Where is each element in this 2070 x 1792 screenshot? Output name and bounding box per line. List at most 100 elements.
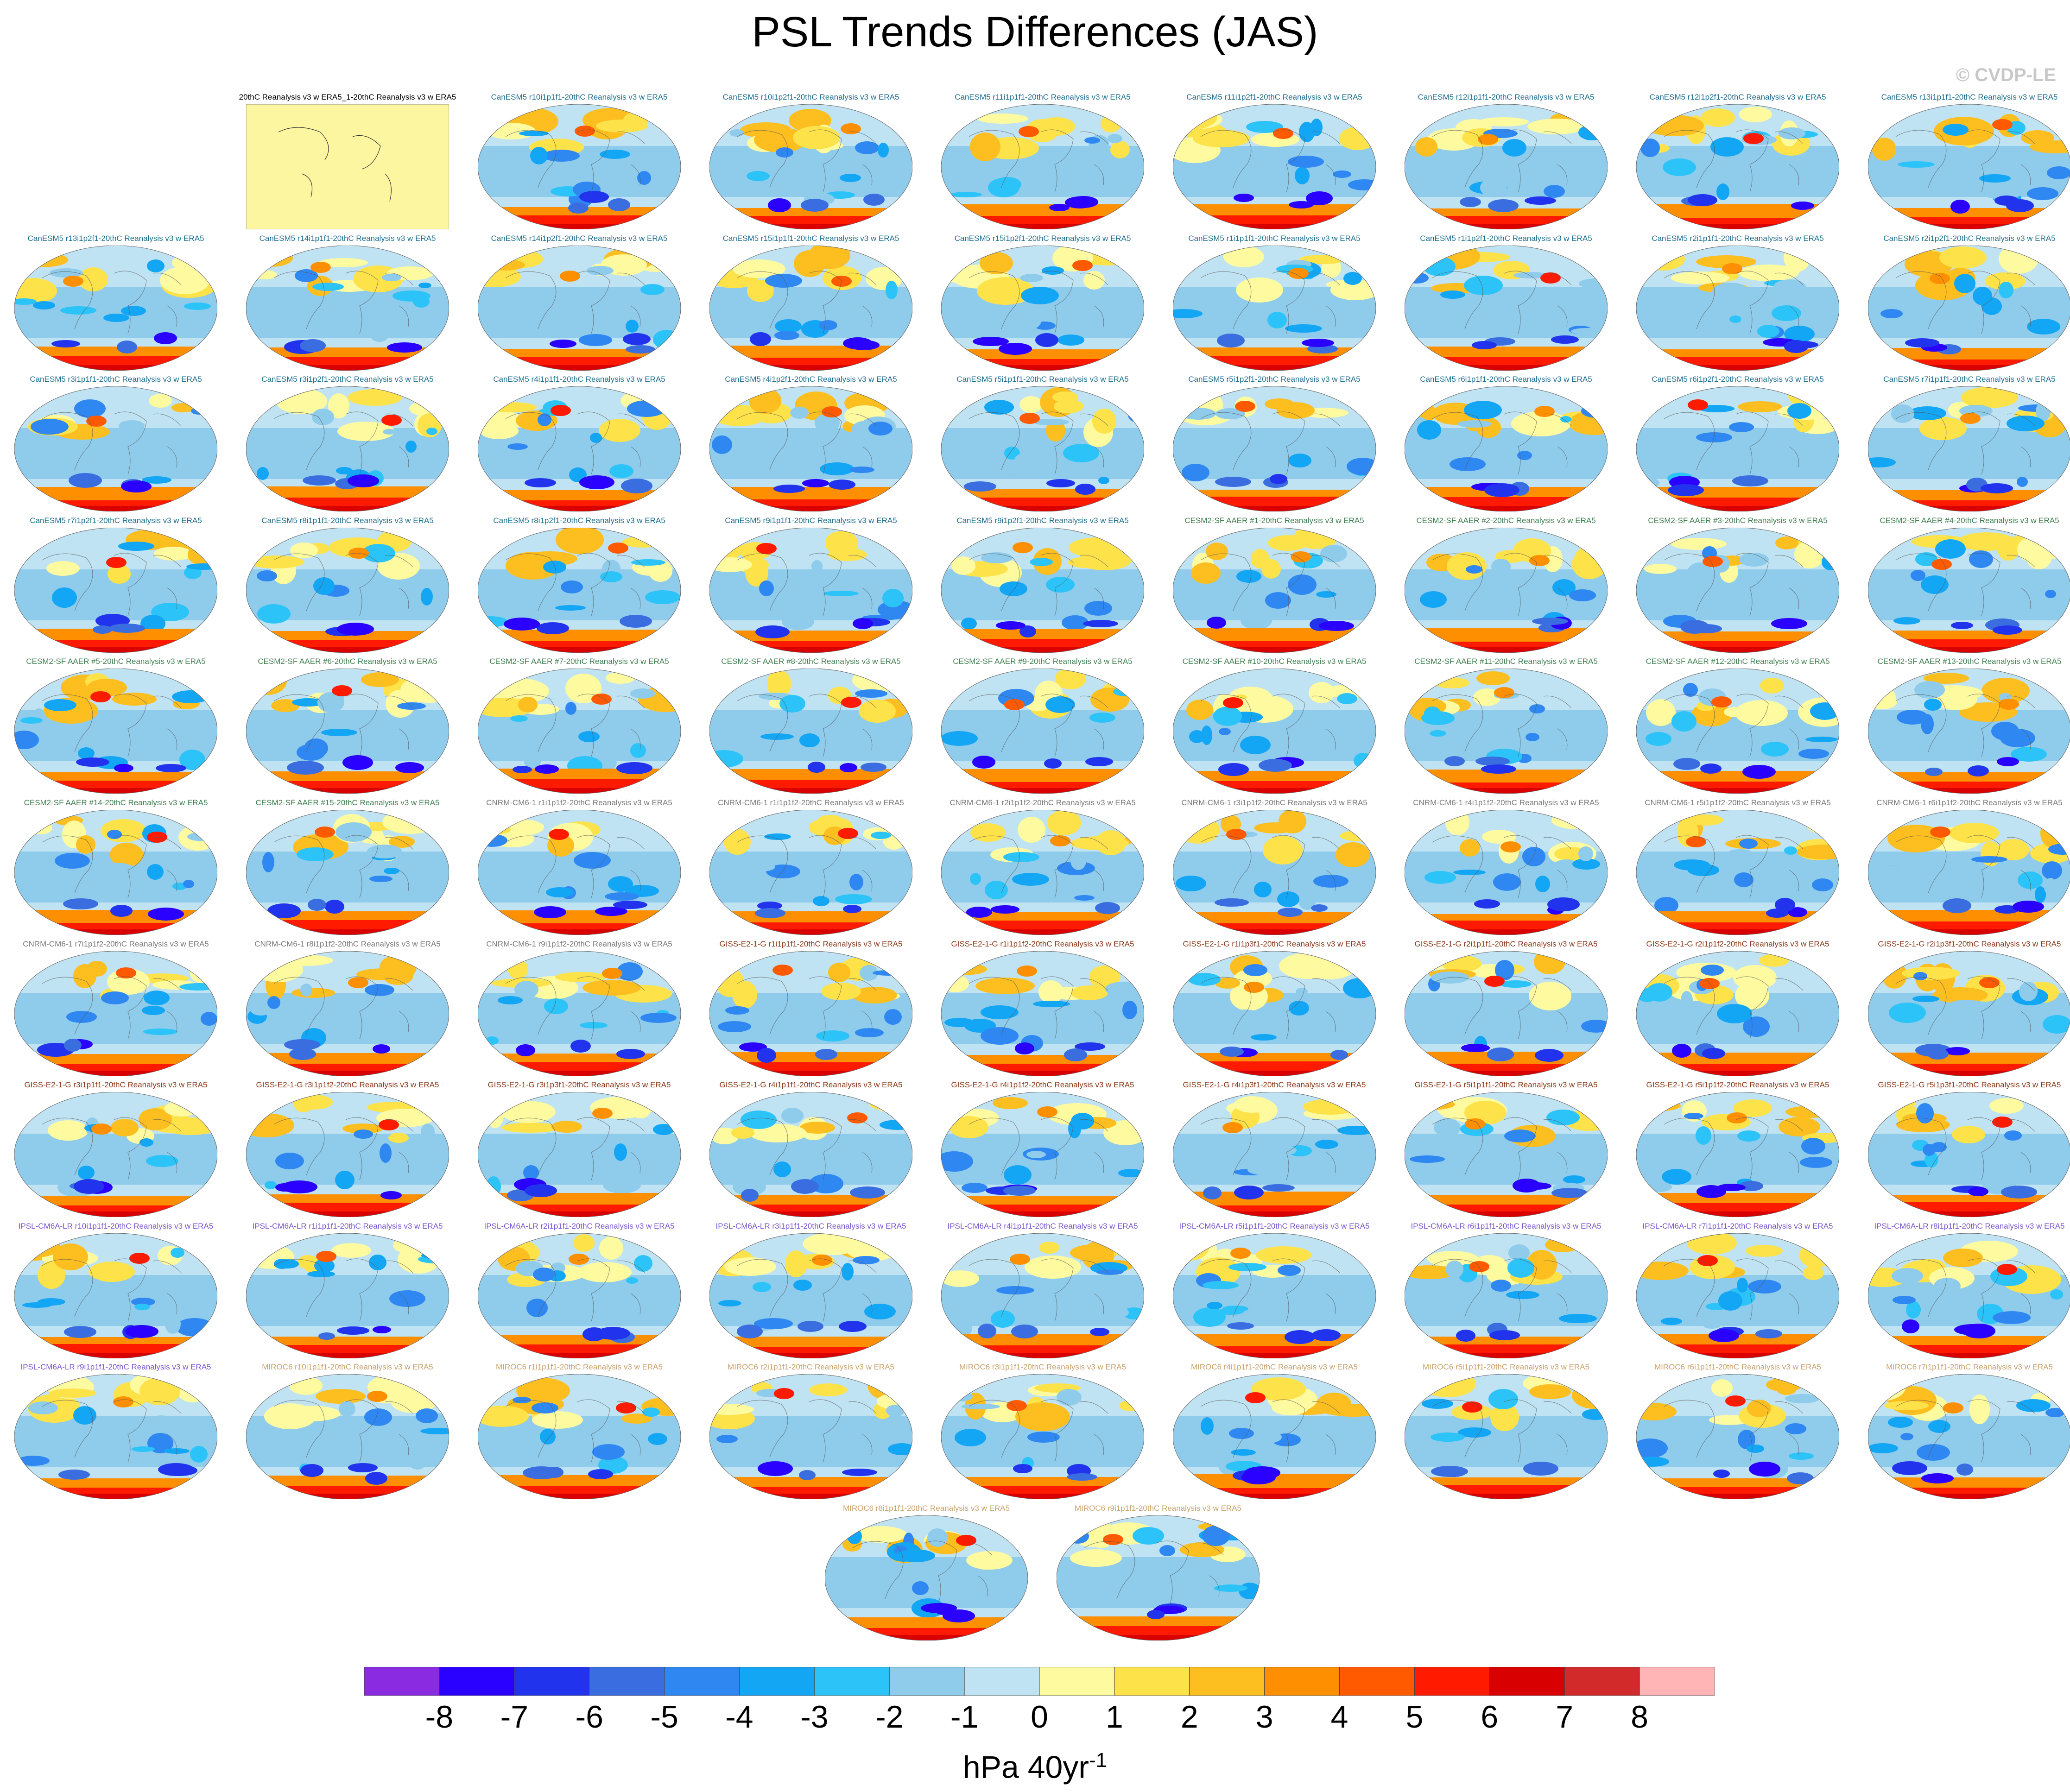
panel-label: CanESM5 r15i1p1f1-20thC Reanalysis v3 w … xyxy=(722,234,899,243)
map-panel: CanESM5 r4i1p1f1-20thC Reanalysis v3 w E… xyxy=(463,374,695,515)
trend-difference-map xyxy=(477,245,681,371)
panel-label: GISS-E2-1-G r5i1p1f1-20thC Reanalysis v3… xyxy=(1414,1080,1598,1089)
panel-label: CanESM5 r3i1p1f1-20thC Reanalysis v3 w E… xyxy=(30,375,202,384)
map-panel: CESM2-SF AAER #10-20thC Reanalysis v3 w … xyxy=(1158,656,1390,797)
colorbar-box xyxy=(439,1667,515,1696)
map-panel: CESM2-SF AAER #11-20thC Reanalysis v3 w … xyxy=(1390,656,1622,797)
colorbar-tick-label: 6 xyxy=(1481,1699,1499,1735)
panel-label: IPSL-CM6A-LR r9i1p1f1-20thC Reanalysis v… xyxy=(20,1363,211,1371)
panel-label: CESM2-SF AAER #10-20thC Reanalysis v3 w … xyxy=(1182,657,1367,666)
panel-label: CanESM5 r14i1p1f1-20thC Reanalysis v3 w … xyxy=(259,234,436,243)
map-panel: CanESM5 r13i1p2f1-20thC Reanalysis v3 w … xyxy=(0,233,232,374)
panel-label: GISS-E2-1-G r3i1p3f1-20thC Reanalysis v3… xyxy=(487,1080,671,1089)
trend-difference-map xyxy=(477,809,681,935)
panel-label: MIROC6 r10i1p1f1-20thC Reanalysis v3 w E… xyxy=(262,1363,433,1371)
map-panel: GISS-E2-1-G r5i1p3f1-20thC Reanalysis v3… xyxy=(1854,1080,2070,1221)
trend-difference-map xyxy=(941,527,1145,653)
colorbar-boxes xyxy=(364,1667,1715,1696)
panel-label: GISS-E2-1-G r4i1p1f1-20thC Reanalysis v3… xyxy=(719,1080,903,1089)
panel-label: GISS-E2-1-G r1i1p3f1-20thC Reanalysis v3… xyxy=(1183,940,1366,948)
panel-label: GISS-E2-1-G r5i1p3f1-20thC Reanalysis v3… xyxy=(1878,1080,2061,1089)
trend-difference-map xyxy=(709,527,913,653)
map-panel: MIROC6 r10i1p1f1-20thC Reanalysis v3 w E… xyxy=(232,1362,463,1503)
trend-difference-map xyxy=(941,668,1145,794)
panel-label: CESM2-SF AAER #13-20thC Reanalysis v3 w … xyxy=(1877,657,2062,666)
panel-label: CanESM5 r3i1p2f1-20thC Reanalysis v3 w E… xyxy=(261,375,434,384)
panel-label: GISS-E2-1-G r3i1p1f1-20thC Reanalysis v3… xyxy=(24,1080,208,1089)
panel-label: CanESM5 r5i1p2f1-20thC Reanalysis v3 w E… xyxy=(1188,375,1361,384)
colorbar-tick-label: 0 xyxy=(1031,1699,1048,1735)
map-panel: CESM2-SF AAER #2-20thC Reanalysis v3 w E… xyxy=(1390,516,1622,656)
map-panel: CanESM5 r11i1p1f1-20thC Reanalysis v3 w … xyxy=(927,92,1158,233)
panel-label: MIROC6 r1i1p1f1-20thC Reanalysis v3 w ER… xyxy=(496,1363,663,1371)
trend-difference-map xyxy=(246,386,449,512)
colorbar-box xyxy=(1639,1667,1715,1696)
map-panel: CESM2-SF AAER #9-20thC Reanalysis v3 w E… xyxy=(927,656,1158,797)
trend-difference-map xyxy=(1172,1092,1376,1218)
trend-difference-map xyxy=(246,951,449,1077)
trend-difference-map xyxy=(1172,245,1376,371)
panel-label: GISS-E2-1-G r1i1p1f2-20thC Reanalysis v3… xyxy=(951,940,1134,948)
panel-label: CanESM5 r8i1p2f1-20thC Reanalysis v3 w E… xyxy=(493,516,665,525)
trend-difference-map xyxy=(14,1374,218,1500)
colorbar-box xyxy=(889,1667,965,1696)
panel-label: CESM2-SF AAER #8-20thC Reanalysis v3 w E… xyxy=(721,657,901,666)
map-panel: CNRM-CM6-1 r6i1p1f2-20thC Reanalysis v3 … xyxy=(1854,798,2070,939)
colorbar-box xyxy=(664,1667,740,1696)
panel-label: 20thC Reanalysis v3 w ERA5_1-20thC Reana… xyxy=(239,93,456,101)
map-panel: IPSL-CM6A-LR r3i1p1f1-20thC Reanalysis v… xyxy=(695,1221,927,1362)
panel-label: MIROC6 r9i1p1f1-20thC Reanalysis v3 w ER… xyxy=(1075,1504,1241,1513)
panel-label: CNRM-CM6-1 r9i1p1f2-20thC Reanalysis v3 … xyxy=(486,940,672,948)
panel-label: GISS-E2-1-G r3i1p1f2-20thC Reanalysis v3… xyxy=(256,1080,439,1089)
map-panel: CanESM5 r11i1p2f1-20thC Reanalysis v3 w … xyxy=(1158,92,1390,233)
trend-difference-map xyxy=(1404,245,1608,371)
map-panel: GISS-E2-1-G r2i1p3f1-20thC Reanalysis v3… xyxy=(1854,939,2070,1080)
map-panel: CanESM5 r12i1p2f1-20thC Reanalysis v3 w … xyxy=(1622,92,1854,233)
panel-label: CESM2-SF AAER #4-20thC Reanalysis v3 w E… xyxy=(1880,516,2059,525)
trend-difference-map xyxy=(1404,809,1608,935)
trend-difference-map xyxy=(1404,1233,1608,1359)
panel-label: MIROC6 r7i1p1f1-20thC Reanalysis v3 w ER… xyxy=(1886,1363,2053,1371)
colorbar-box xyxy=(364,1667,440,1696)
map-panel: MIROC6 r7i1p1f1-20thC Reanalysis v3 w ER… xyxy=(1854,1362,2070,1503)
panel-label: CESM2-SF AAER #3-20thC Reanalysis v3 w E… xyxy=(1648,516,1828,525)
cvdp-watermark: © CVDP-LE xyxy=(1956,65,2056,85)
trend-difference-map xyxy=(941,386,1145,512)
panel-label: CanESM5 r13i1p2f1-20thC Reanalysis v3 w … xyxy=(27,234,204,243)
trend-difference-map xyxy=(1636,527,1840,653)
trend-difference-map xyxy=(709,1233,913,1359)
trend-difference-map xyxy=(1172,951,1376,1077)
trend-difference-map xyxy=(1867,809,2070,935)
panel-label: CanESM5 r9i1p1f1-20thC Reanalysis v3 w E… xyxy=(725,516,897,525)
colorbar-box xyxy=(1114,1667,1190,1696)
trend-difference-map xyxy=(1867,1374,2070,1500)
colorbar-tick-label: -1 xyxy=(950,1699,979,1735)
map-panel: CESM2-SF AAER #3-20thC Reanalysis v3 w E… xyxy=(1622,516,1854,656)
trend-difference-map xyxy=(1172,104,1376,230)
trend-difference-map xyxy=(1636,386,1840,512)
trend-difference-map xyxy=(477,1374,681,1500)
panel-label: CanESM5 r5i1p1f1-20thC Reanalysis v3 w E… xyxy=(956,375,1129,384)
panel-label: CNRM-CM6-1 r2i1p1f2-20thC Reanalysis v3 … xyxy=(950,798,1136,807)
panel-label: CNRM-CM6-1 r7i1p1f2-20thC Reanalysis v3 … xyxy=(23,940,209,948)
map-panel: CNRM-CM6-1 r3i1p1f2-20thC Reanalysis v3 … xyxy=(1158,798,1390,939)
trend-difference-map xyxy=(477,1233,681,1359)
trend-difference-map xyxy=(1636,245,1840,371)
panel-label: GISS-E2-1-G r2i1p3f1-20thC Reanalysis v3… xyxy=(1878,940,2061,948)
colorbar-tick-label: -5 xyxy=(650,1699,678,1735)
trend-difference-map xyxy=(14,386,218,512)
panel-label: CanESM5 r11i1p1f1-20thC Reanalysis v3 w … xyxy=(955,93,1131,101)
map-panel: GISS-E2-1-G r3i1p1f2-20thC Reanalysis v3… xyxy=(232,1080,463,1221)
colorbar-tick-label: -4 xyxy=(725,1699,753,1735)
panel-label: CanESM5 r8i1p1f1-20thC Reanalysis v3 w E… xyxy=(261,516,434,525)
map-panel: IPSL-CM6A-LR r2i1p1f1-20thC Reanalysis v… xyxy=(463,1221,695,1362)
map-panel: GISS-E2-1-G r4i1p1f2-20thC Reanalysis v3… xyxy=(927,1080,1158,1221)
map-panel: CanESM5 r14i1p1f1-20thC Reanalysis v3 w … xyxy=(232,233,463,374)
panel-label: CNRM-CM6-1 r4i1p1f2-20thC Reanalysis v3 … xyxy=(1413,798,1599,807)
map-panel: CanESM5 r7i1p2f1-20thC Reanalysis v3 w E… xyxy=(0,516,232,656)
panel-label: CESM2-SF AAER #14-20thC Reanalysis v3 w … xyxy=(24,798,208,807)
map-panel: CESM2-SF AAER #14-20thC Reanalysis v3 w … xyxy=(0,798,232,939)
panel-label: IPSL-CM6A-LR r4i1p1f1-20thC Reanalysis v… xyxy=(947,1222,1138,1230)
map-panel: CESM2-SF AAER #12-20thC Reanalysis v3 w … xyxy=(1622,656,1854,797)
panel-label: IPSL-CM6A-LR r1i1p1f1-20thC Reanalysis v… xyxy=(252,1222,443,1230)
